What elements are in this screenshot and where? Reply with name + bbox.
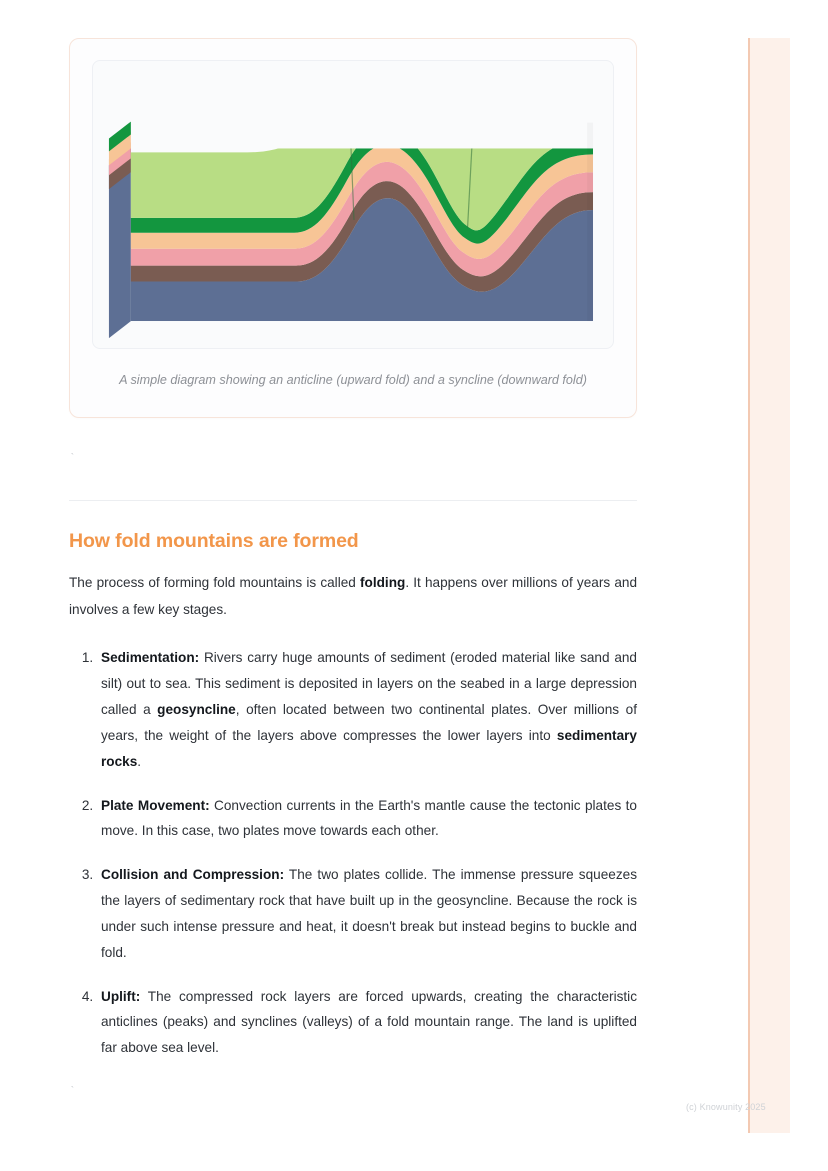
peak-seam-right [466, 148, 477, 228]
section-heading: How fold mountains are formed [69, 530, 359, 553]
content-column: A simple diagram showing an anticline (u… [69, 0, 637, 1099]
diagram-frame [92, 60, 614, 349]
vegetation-top-layer [130, 148, 594, 231]
diagram-side-face [108, 121, 131, 339]
step-term: Collision and Compression: [101, 867, 285, 883]
step-term: Uplift: [101, 988, 141, 1004]
section-divider [69, 500, 637, 502]
figure-card: A simple diagram showing an anticline (u… [69, 38, 637, 419]
step-bold-2: sedimentary rocks [101, 727, 637, 769]
stray-backtick-bottom: ` [69, 1086, 76, 1098]
step-term: Plate Movement: [101, 797, 210, 813]
intro-text-before: The process of forming fold mountains is… [69, 575, 361, 591]
page-edge-stripe [748, 38, 790, 1133]
peak-seam-left [347, 148, 355, 220]
step-bold-1: geosyncline [157, 702, 236, 718]
intro-text-after: . It happens over millions of years and … [69, 575, 638, 617]
list-item: Uplift: The compressed rock layers are f… [97, 984, 637, 1061]
grass-surface-layer [130, 148, 594, 244]
diagram-strata-stack [130, 148, 594, 322]
step-text-1: The two plates collide. The immense pres… [101, 867, 637, 960]
formation-steps-list: Sedimentation: Rivers carry huge amounts… [69, 645, 637, 1061]
list-item: Collision and Compression: The two plate… [97, 862, 637, 965]
list-item: Plate Movement: Convection currents in t… [97, 793, 637, 845]
fold-mountain-diagram [108, 121, 594, 339]
intro-paragraph: The process of forming fold mountains is… [69, 570, 637, 623]
sandstone-layer [130, 148, 594, 259]
figure-caption: A simple diagram showing an anticline (u… [119, 373, 587, 387]
intro-bold-term: folding [360, 575, 406, 591]
step-text-1: Rivers carry huge amounts of sediment (e… [101, 650, 637, 718]
step-text-2: , often located between two continental … [101, 702, 637, 743]
step-text-1: The compressed rock layers are forced up… [101, 988, 637, 1056]
mudstone-layer [130, 181, 594, 292]
list-item: Sedimentation: Rivers carry huge amounts… [97, 645, 637, 774]
copyright-footer: (c) Knowunity 2025 [686, 1102, 766, 1112]
bedrock-layer [130, 198, 594, 322]
diagram-right-shade [587, 123, 593, 322]
stray-backtick-top: ` [69, 453, 76, 466]
shale-layer [130, 162, 594, 277]
step-text-3: . [137, 753, 142, 769]
step-term: Sedimentation: [101, 650, 200, 666]
step-text-1: Convection currents in the Earth's mantl… [101, 797, 637, 839]
